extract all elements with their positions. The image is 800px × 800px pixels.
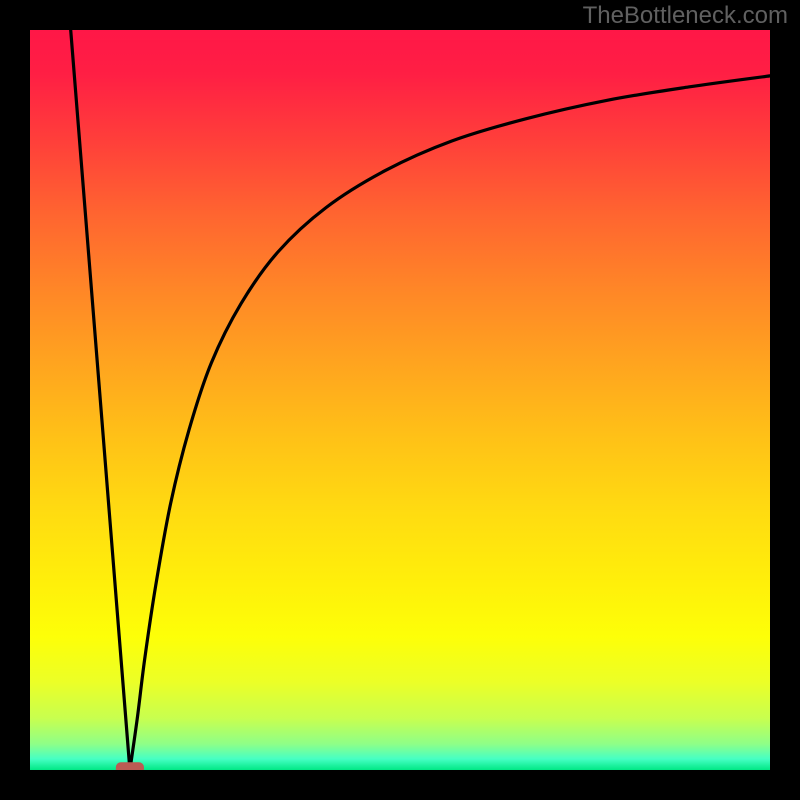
chart-background-gradient [30,30,770,770]
chart-stage: TheBottleneck.com [0,0,800,800]
chart-svg [0,0,800,800]
